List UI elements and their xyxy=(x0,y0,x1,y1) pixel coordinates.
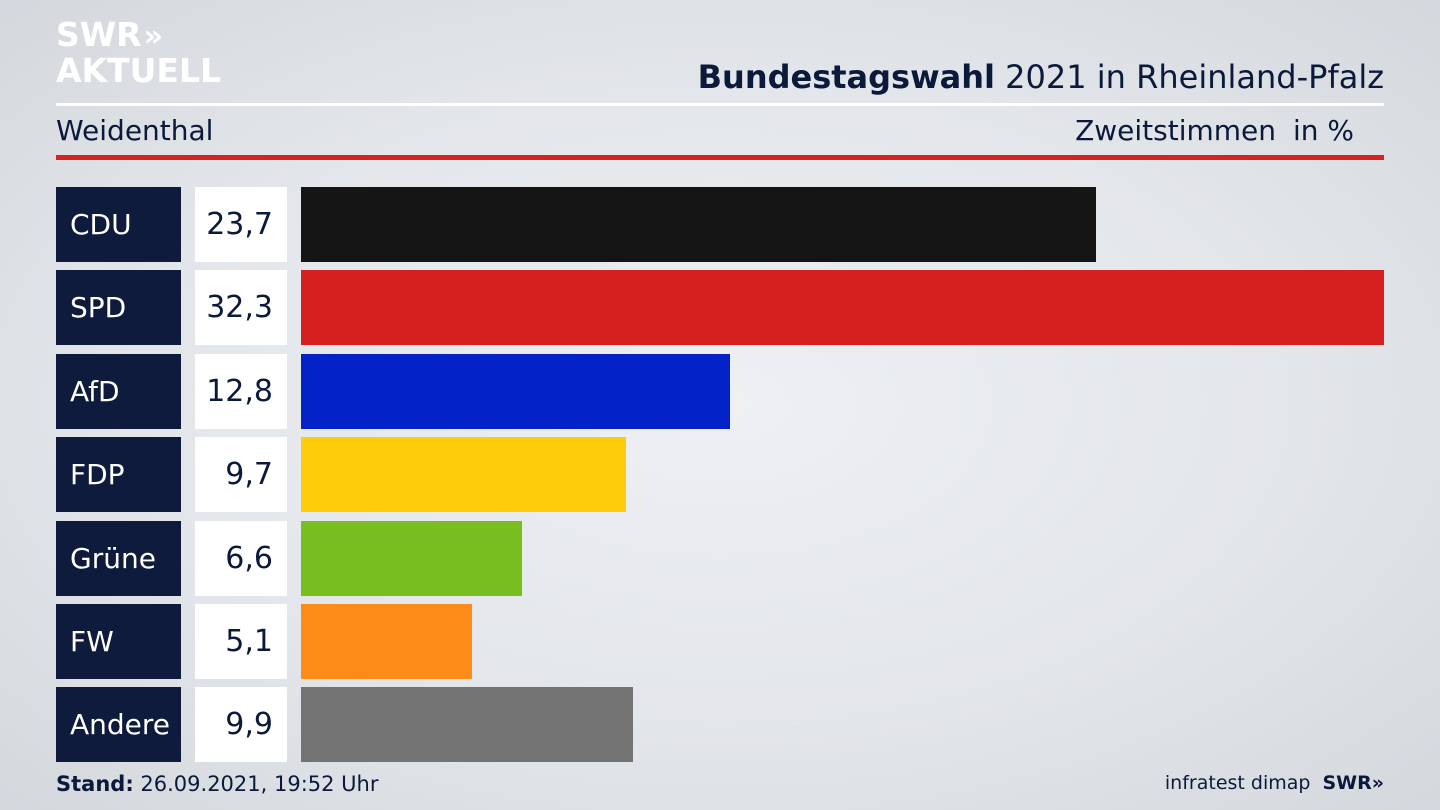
logo-chevrons-icon: » xyxy=(143,19,164,54)
timestamp: Stand: 26.09.2021, 19:52 Uhr xyxy=(56,772,379,796)
stand-label: Stand: xyxy=(56,772,134,796)
header-divider xyxy=(56,103,1384,106)
party-label: FDP xyxy=(56,437,181,513)
data-label: 12,8 xyxy=(195,353,287,429)
party-label: Grüne xyxy=(56,520,181,596)
page-title: Bundestagswahl 2021 in Rheinland-Pfalz xyxy=(698,58,1384,96)
source-credit: infratest dimap SWR» xyxy=(1165,772,1384,794)
bar xyxy=(301,353,731,429)
party-label: AfD xyxy=(56,353,181,429)
bar xyxy=(301,437,627,513)
party-label: Andere xyxy=(56,687,181,763)
stand-value: 26.09.2021, 19:52 Uhr xyxy=(133,772,379,796)
subheader: Weidenthal Zweitstimmen in % xyxy=(56,114,1384,150)
party-label: CDU xyxy=(56,187,181,262)
bar-row: FW 5,1 xyxy=(0,604,1440,679)
logo-line2: AKTUELL xyxy=(56,51,222,90)
accent-divider xyxy=(56,155,1384,160)
bar xyxy=(301,520,523,596)
data-label: 9,7 xyxy=(195,437,287,513)
bar xyxy=(301,604,472,679)
data-label: 32,3 xyxy=(195,270,287,346)
party-label: FW xyxy=(56,604,181,679)
party-label: SPD xyxy=(56,270,181,346)
bar-row: SPD 32,3 xyxy=(0,270,1440,346)
bar-row: FDP 9,7 xyxy=(0,437,1440,513)
bar-row: Andere 9,9 xyxy=(0,687,1440,763)
location-label: Weidenthal xyxy=(56,114,214,147)
bar-row: CDU 23,7 xyxy=(0,187,1440,262)
data-label: 6,6 xyxy=(195,520,287,596)
logo-line1: SWR xyxy=(56,15,142,54)
bar-row: AfD 12,8 xyxy=(0,353,1440,429)
bar xyxy=(301,687,633,763)
data-label: 23,7 xyxy=(195,187,287,262)
data-label: 9,9 xyxy=(195,687,287,763)
metric-label: Zweitstimmen xyxy=(1075,114,1276,147)
title-rest: 2021 in Rheinland-Pfalz xyxy=(995,58,1384,96)
data-label: 5,1 xyxy=(195,604,287,679)
swr-brand-icon: SWR» xyxy=(1322,772,1384,794)
bar-row: Grüne 6,6 xyxy=(0,520,1440,596)
unit-label: in % xyxy=(1292,114,1354,147)
swr-aktuell-logo: SWR» AKTUELL xyxy=(56,18,221,88)
bar xyxy=(301,270,1384,346)
title-bold: Bundestagswahl xyxy=(697,58,995,96)
source-label: infratest dimap xyxy=(1164,772,1311,794)
bar xyxy=(301,187,1096,262)
